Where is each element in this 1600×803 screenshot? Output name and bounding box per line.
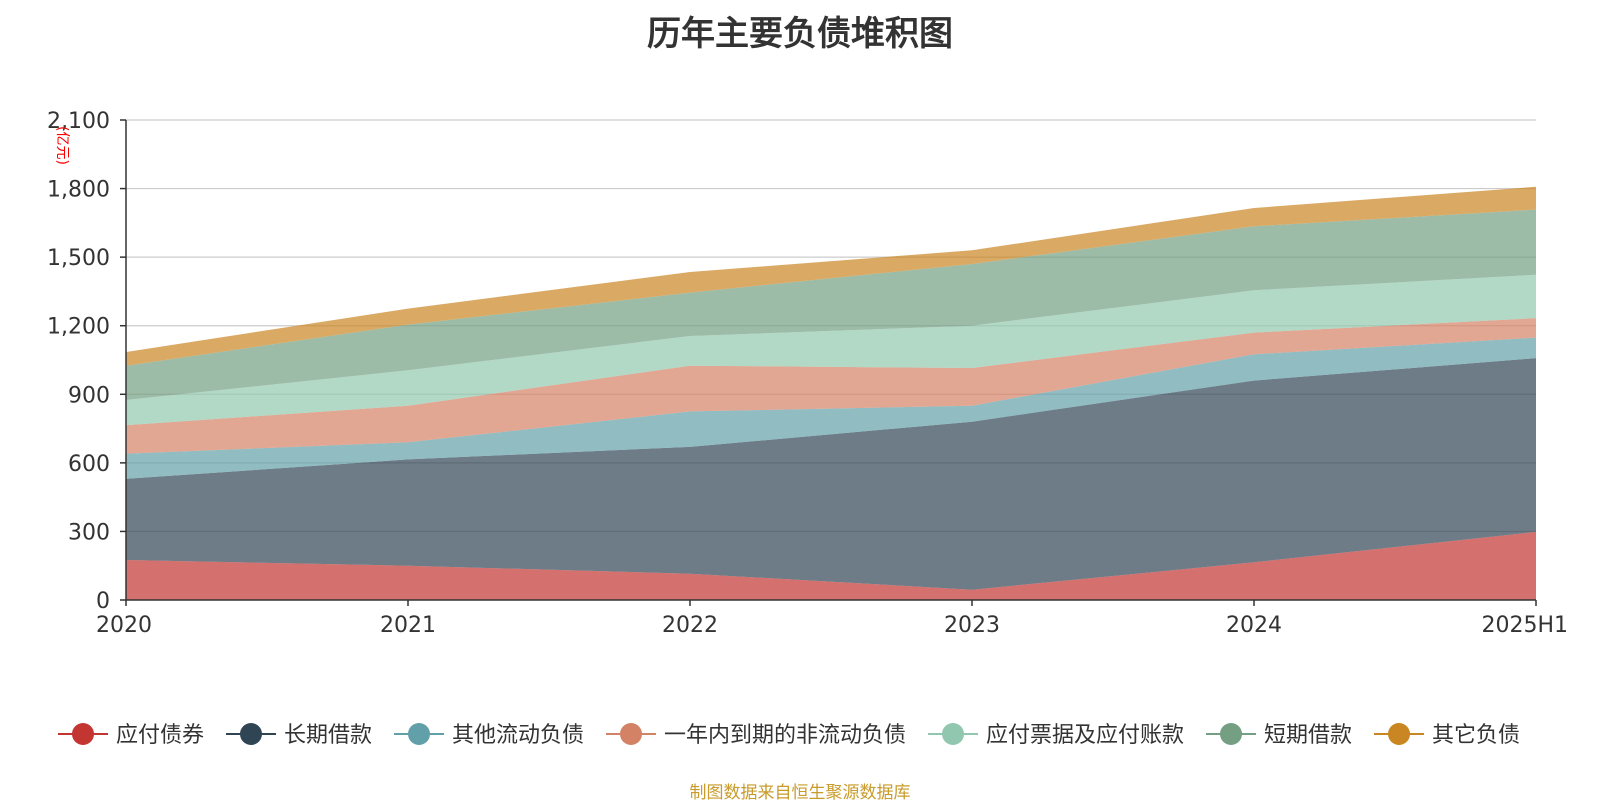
legend-item[interactable]: 应付债券 (58, 723, 204, 748)
legend-label: 一年内到期的非流动负债 (664, 723, 906, 748)
area-短期借款 (126, 209, 1536, 400)
legend-label: 短期借款 (1264, 723, 1352, 748)
x-tick-label: 2021 (380, 613, 436, 638)
y-tick-label: 600 (68, 452, 110, 477)
y-axis-unit-label: (亿元) (54, 126, 70, 165)
y-tick-label: 2,100 (47, 109, 110, 134)
legend-item[interactable]: 其它负债 (1374, 723, 1520, 748)
legend-label: 其他流动负债 (452, 723, 584, 748)
x-axis-ticks: 2020 2021 2022 2023 2024 2025H1 (96, 600, 1568, 638)
source-note: 制图数据来自恒生聚源数据库 (689, 783, 911, 803)
legend-label: 应付债券 (116, 723, 204, 748)
y-axis-ticks: 0 300 600 900 1,200 1,500 1,800 2,100 (47, 109, 126, 614)
y-tick-label: 900 (68, 383, 110, 408)
axes (125, 120, 1536, 601)
legend-item[interactable]: 其他流动负债 (394, 723, 584, 748)
chart-title: 历年主要负债堆积图 (647, 14, 953, 54)
legend-swatch-dot (620, 723, 642, 745)
area-其他流动负债 (126, 337, 1536, 479)
legend-swatch-dot (408, 723, 430, 745)
y-tick-label: 1,200 (47, 315, 110, 340)
area-应付票据及应付账款 (126, 274, 1536, 426)
y-tick-label: 1,800 (47, 178, 110, 203)
x-tick-label: 2020 (96, 613, 152, 638)
x-tick-label: 2024 (1226, 613, 1282, 638)
legend-label: 其它负债 (1432, 723, 1520, 748)
legend-swatch-dot (1388, 723, 1410, 745)
y-tick-label: 300 (68, 520, 110, 545)
legend-swatch-dot (240, 723, 262, 745)
legend-item[interactable]: 短期借款 (1206, 723, 1352, 748)
y-tick-label: 0 (96, 589, 110, 614)
legend-swatch-dot (72, 723, 94, 745)
x-tick-label: 2023 (944, 613, 1000, 638)
legend-item[interactable]: 应付票据及应付账款 (928, 723, 1184, 748)
x-tick-label: 2025H1 (1481, 613, 1568, 638)
area-series (126, 186, 1536, 600)
x-tick-label: 2022 (662, 613, 718, 638)
area-长期借款 (126, 358, 1536, 590)
legend-label: 应付票据及应付账款 (986, 723, 1184, 748)
area-一年内到期的非流动负债 (126, 318, 1536, 454)
legend[interactable]: 应付债券 长期借款 其他流动负债 一年内到期的非流动负债 应付票据及应付账款 短期借款 其它… (58, 723, 1520, 748)
legend-item[interactable]: 长期借款 (226, 723, 372, 748)
legend-swatch-dot (1220, 723, 1242, 745)
y-tick-label: 1,500 (47, 246, 110, 271)
legend-label: 长期借款 (284, 723, 372, 748)
legend-item[interactable]: 一年内到期的非流动负债 (606, 723, 906, 748)
area-其它负债 (126, 186, 1536, 366)
legend-swatch-dot (942, 723, 964, 745)
area-应付债券 (126, 531, 1536, 600)
